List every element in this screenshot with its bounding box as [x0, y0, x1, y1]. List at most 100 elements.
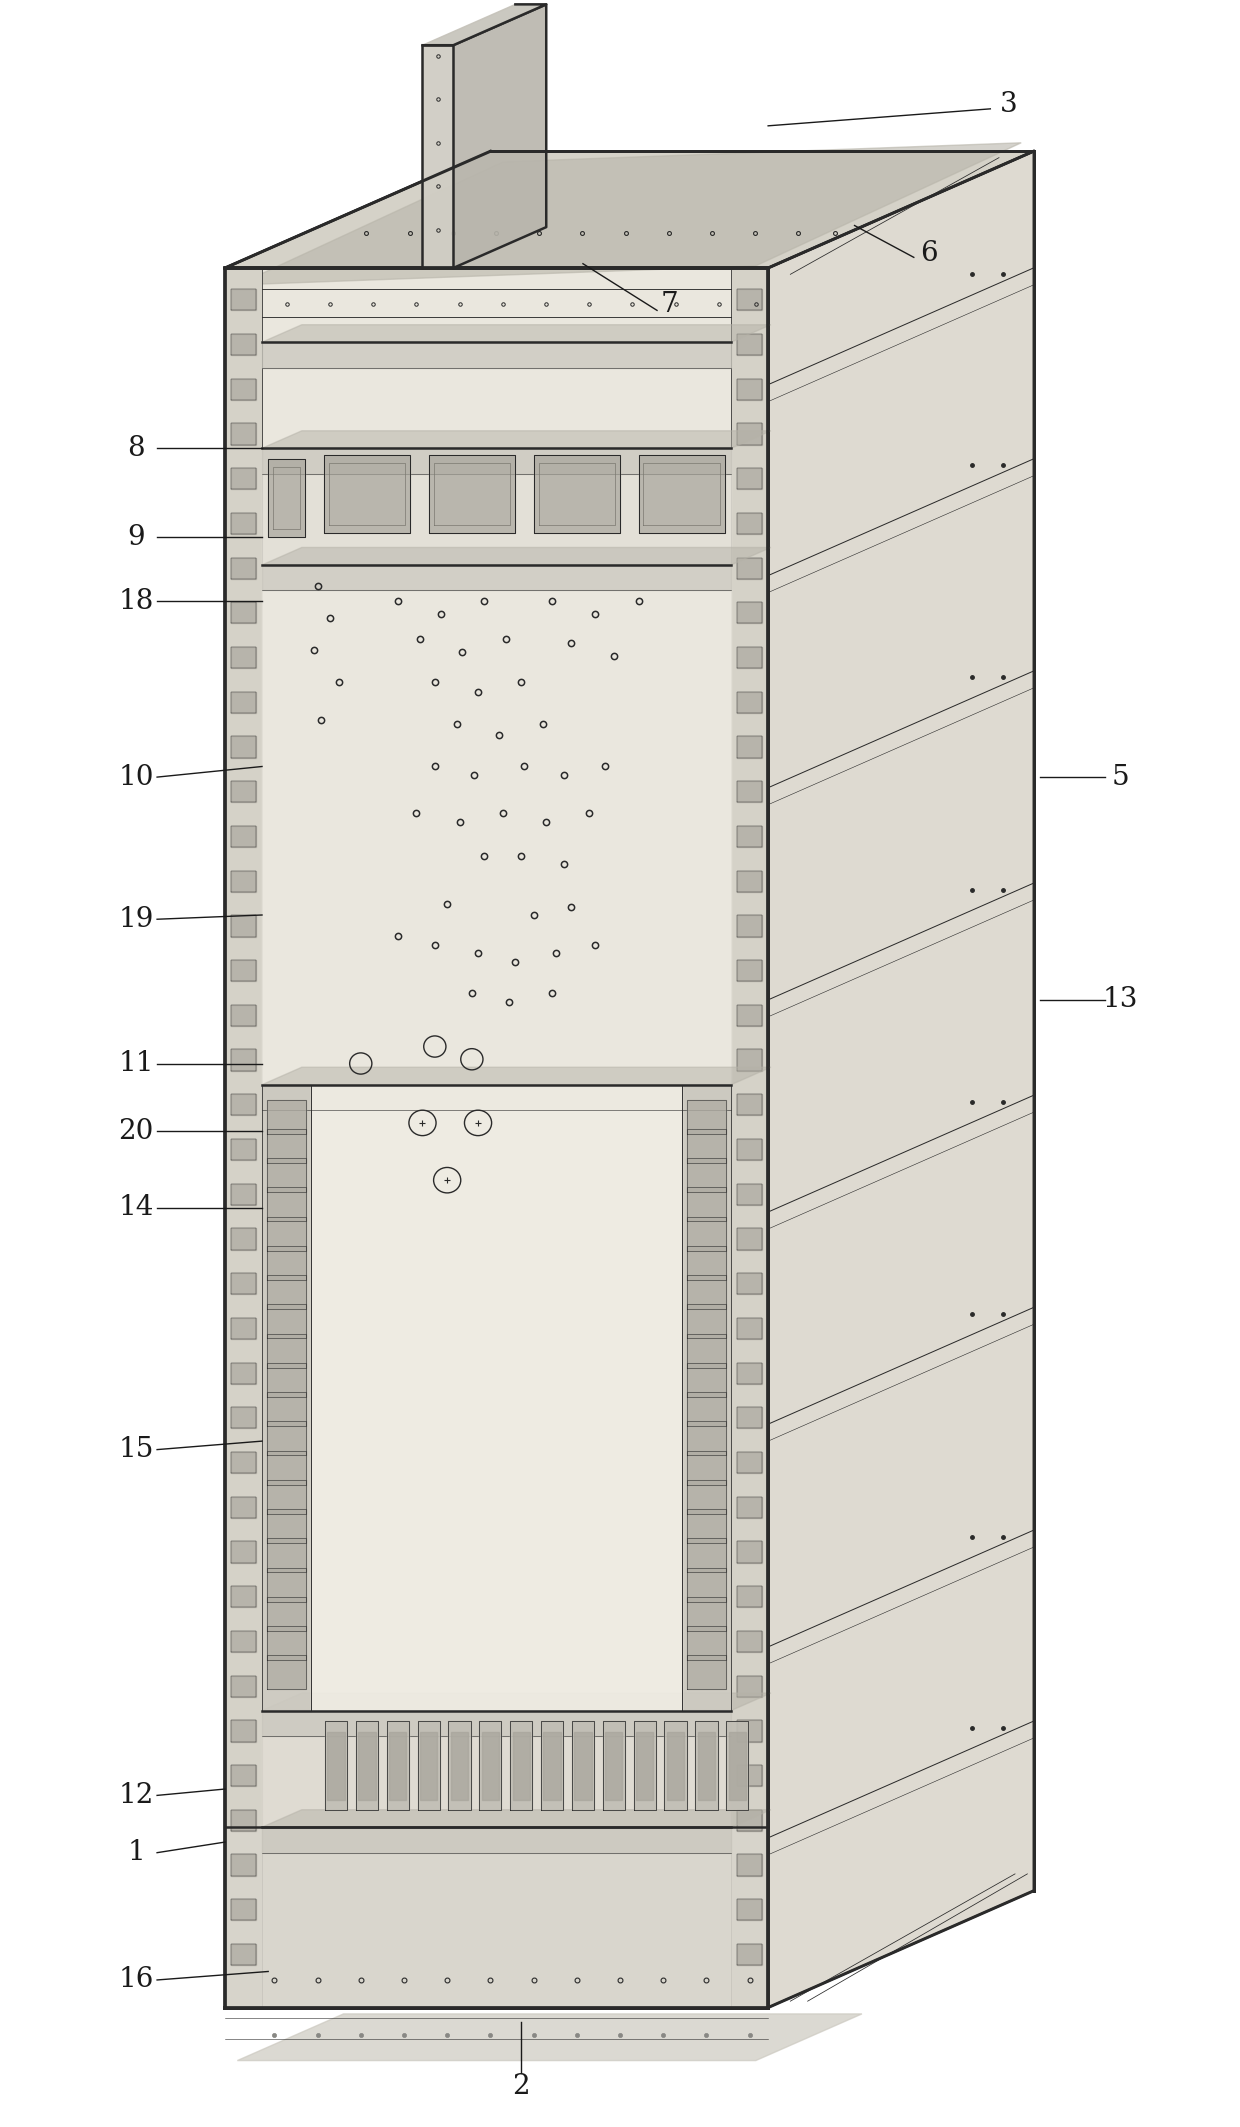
Polygon shape [267, 1568, 306, 1602]
Polygon shape [231, 602, 255, 623]
Polygon shape [687, 1100, 727, 1134]
Polygon shape [267, 1100, 306, 1134]
Text: 1: 1 [128, 1840, 145, 1865]
Polygon shape [231, 1453, 255, 1474]
Polygon shape [510, 1721, 532, 1810]
Text: 9: 9 [128, 523, 145, 551]
Polygon shape [423, 45, 454, 268]
Polygon shape [231, 1587, 255, 1608]
Polygon shape [682, 1085, 732, 1710]
Polygon shape [358, 1731, 376, 1799]
Text: 19: 19 [118, 906, 154, 934]
Polygon shape [738, 1587, 761, 1608]
Polygon shape [231, 1049, 255, 1070]
Polygon shape [267, 1157, 306, 1191]
Text: 7: 7 [661, 291, 678, 317]
Polygon shape [262, 342, 732, 368]
Polygon shape [687, 1187, 727, 1221]
Text: 12: 12 [118, 1782, 154, 1808]
Polygon shape [738, 1138, 761, 1159]
Polygon shape [267, 1480, 306, 1514]
Text: 10: 10 [118, 764, 154, 791]
Polygon shape [231, 1944, 255, 1965]
Polygon shape [267, 1538, 306, 1572]
Polygon shape [738, 736, 761, 757]
Polygon shape [727, 1721, 749, 1810]
Polygon shape [267, 1304, 306, 1338]
Polygon shape [738, 1049, 761, 1070]
Polygon shape [687, 1334, 727, 1368]
Polygon shape [231, 870, 255, 891]
Polygon shape [267, 1655, 306, 1689]
Polygon shape [667, 1731, 684, 1799]
Polygon shape [738, 915, 761, 936]
Polygon shape [231, 1542, 255, 1563]
Polygon shape [738, 870, 761, 891]
Polygon shape [687, 1274, 727, 1308]
Polygon shape [267, 1451, 306, 1485]
Polygon shape [429, 455, 515, 534]
Polygon shape [324, 455, 410, 534]
Polygon shape [687, 1597, 727, 1631]
Text: 2: 2 [512, 2072, 529, 2099]
Polygon shape [738, 1855, 761, 1876]
Polygon shape [262, 1710, 732, 1827]
Polygon shape [231, 1497, 255, 1519]
Polygon shape [267, 1421, 306, 1455]
Polygon shape [687, 1304, 727, 1338]
Polygon shape [738, 1944, 761, 1965]
Polygon shape [224, 1827, 768, 2008]
Polygon shape [738, 1183, 761, 1204]
Polygon shape [231, 691, 255, 713]
Polygon shape [449, 1721, 471, 1810]
Text: 6: 6 [920, 240, 937, 266]
Polygon shape [267, 1627, 306, 1659]
Polygon shape [387, 1721, 409, 1810]
Polygon shape [262, 1710, 732, 1736]
Polygon shape [237, 143, 1022, 285]
Polygon shape [311, 1085, 682, 1710]
Polygon shape [231, 825, 255, 847]
Polygon shape [231, 334, 255, 355]
Polygon shape [738, 1631, 761, 1653]
Polygon shape [231, 736, 255, 757]
Polygon shape [482, 1731, 498, 1799]
Polygon shape [231, 1004, 255, 1025]
Polygon shape [231, 379, 255, 400]
Polygon shape [738, 468, 761, 489]
Polygon shape [738, 602, 761, 623]
Polygon shape [262, 1085, 311, 1710]
Polygon shape [231, 1363, 255, 1385]
Polygon shape [696, 1721, 718, 1810]
Polygon shape [231, 513, 255, 534]
Polygon shape [738, 1004, 761, 1025]
Polygon shape [231, 423, 255, 445]
Polygon shape [418, 1721, 440, 1810]
Text: 5: 5 [1111, 764, 1128, 791]
Polygon shape [738, 379, 761, 400]
Polygon shape [231, 1899, 255, 1921]
Polygon shape [231, 1721, 255, 1742]
Polygon shape [543, 1731, 560, 1799]
Polygon shape [738, 1363, 761, 1385]
Polygon shape [687, 1538, 727, 1572]
Polygon shape [268, 459, 305, 538]
Polygon shape [231, 647, 255, 668]
Polygon shape [738, 1899, 761, 1921]
Polygon shape [768, 151, 1033, 2008]
Polygon shape [267, 1246, 306, 1280]
Polygon shape [687, 1627, 727, 1659]
Polygon shape [687, 1480, 727, 1514]
Polygon shape [231, 1319, 255, 1340]
Polygon shape [231, 1810, 255, 1831]
Polygon shape [687, 1451, 727, 1485]
Text: 3: 3 [999, 91, 1018, 119]
Text: 11: 11 [118, 1051, 154, 1076]
Polygon shape [267, 1334, 306, 1368]
Polygon shape [231, 468, 255, 489]
Polygon shape [267, 1129, 306, 1163]
Polygon shape [267, 1391, 306, 1425]
Polygon shape [262, 547, 771, 566]
Polygon shape [262, 566, 732, 1085]
Polygon shape [687, 1391, 727, 1425]
